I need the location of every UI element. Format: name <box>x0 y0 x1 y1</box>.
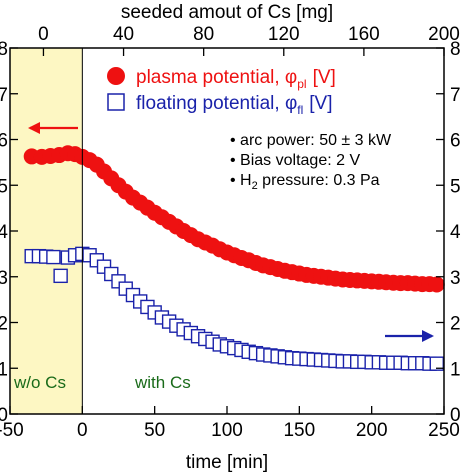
plasma-potential-series <box>23 145 445 293</box>
arrow-left-icon <box>28 122 78 134</box>
legend-marker-plasma <box>107 67 125 85</box>
note-bias-voltage: • Bias voltage: 2 V <box>230 152 360 169</box>
x-tick-label: 200 <box>356 420 388 441</box>
plasma-point <box>428 276 445 293</box>
x-tick-label: 50 <box>144 420 165 441</box>
y-tick-label-right: 6 <box>450 131 461 152</box>
x-tick-label: 0 <box>77 420 88 441</box>
conditions-notes: • arc power: 50 ± 3 kW • Bias voltage: 2… <box>230 132 392 192</box>
top-tick-label: 80 <box>193 24 214 45</box>
y-tick-label-left: 0 <box>0 405 8 426</box>
y-tick-label-right: 8 <box>450 39 461 60</box>
y-tick-label-right: 4 <box>450 222 461 243</box>
arrow-left-head <box>28 122 40 134</box>
y-tick-label-left: 7 <box>0 85 8 106</box>
legend-label-floating: floating potential, φfl [V] <box>136 93 333 117</box>
y-tick-label-left: 4 <box>0 222 8 243</box>
top-tick-label: 40 <box>113 24 134 45</box>
y-tick-label-right: 1 <box>450 359 461 380</box>
legend-label-plasma: plasma potential, φpl [V] <box>136 67 336 91</box>
y-tick-label-right: 0 <box>450 405 461 426</box>
shaded-region <box>10 48 83 414</box>
region-label-without-cs: w/o Cs <box>13 373 66 392</box>
y-tick-label-right: 2 <box>450 314 461 335</box>
note-arc-power: • arc power: 50 ± 3 kW <box>230 132 392 149</box>
y-tick-label-left: 8 <box>0 39 8 60</box>
note-h2-pressure: • H2 pressure: 0.3 Pa <box>230 172 380 192</box>
region-label-with-cs: with Cs <box>134 373 191 392</box>
y-tick-label-left: 2 <box>0 314 8 335</box>
x-tick-label: 250 <box>428 420 460 441</box>
floating-point <box>46 249 61 265</box>
x-tick-label: -50 <box>0 420 24 441</box>
y-tick-label-left: 1 <box>0 359 8 380</box>
top-tick-label: 200 <box>428 24 460 45</box>
x-axis-title: time [min] <box>186 452 268 473</box>
x-tick-label: 100 <box>211 420 243 441</box>
legend: plasma potential, φpl [V] floating potent… <box>107 67 336 117</box>
top-tick-label: 120 <box>268 24 300 45</box>
y-tick-label-left: 3 <box>0 268 8 289</box>
x-tick-label: 150 <box>283 420 315 441</box>
arrow-right-head <box>422 330 434 342</box>
axis-ticks: -500501001502002500408012016020000112233… <box>0 24 461 441</box>
y-tick-label-right: 7 <box>450 85 461 106</box>
y-tick-label-left: 6 <box>0 131 8 152</box>
arrow-right-icon <box>385 330 434 342</box>
y-tick-label-right: 5 <box>450 176 461 197</box>
legend-marker-floating <box>107 93 125 111</box>
y-tick-label-left: 5 <box>0 176 8 197</box>
top-axis-title: seeded amout of Cs [mg] <box>121 2 333 23</box>
y-tick-label-right: 3 <box>450 268 461 289</box>
floating-point <box>53 268 68 284</box>
floating-potential-series <box>24 246 444 371</box>
top-tick-label: 160 <box>348 24 380 45</box>
top-tick-label: 0 <box>38 24 49 45</box>
